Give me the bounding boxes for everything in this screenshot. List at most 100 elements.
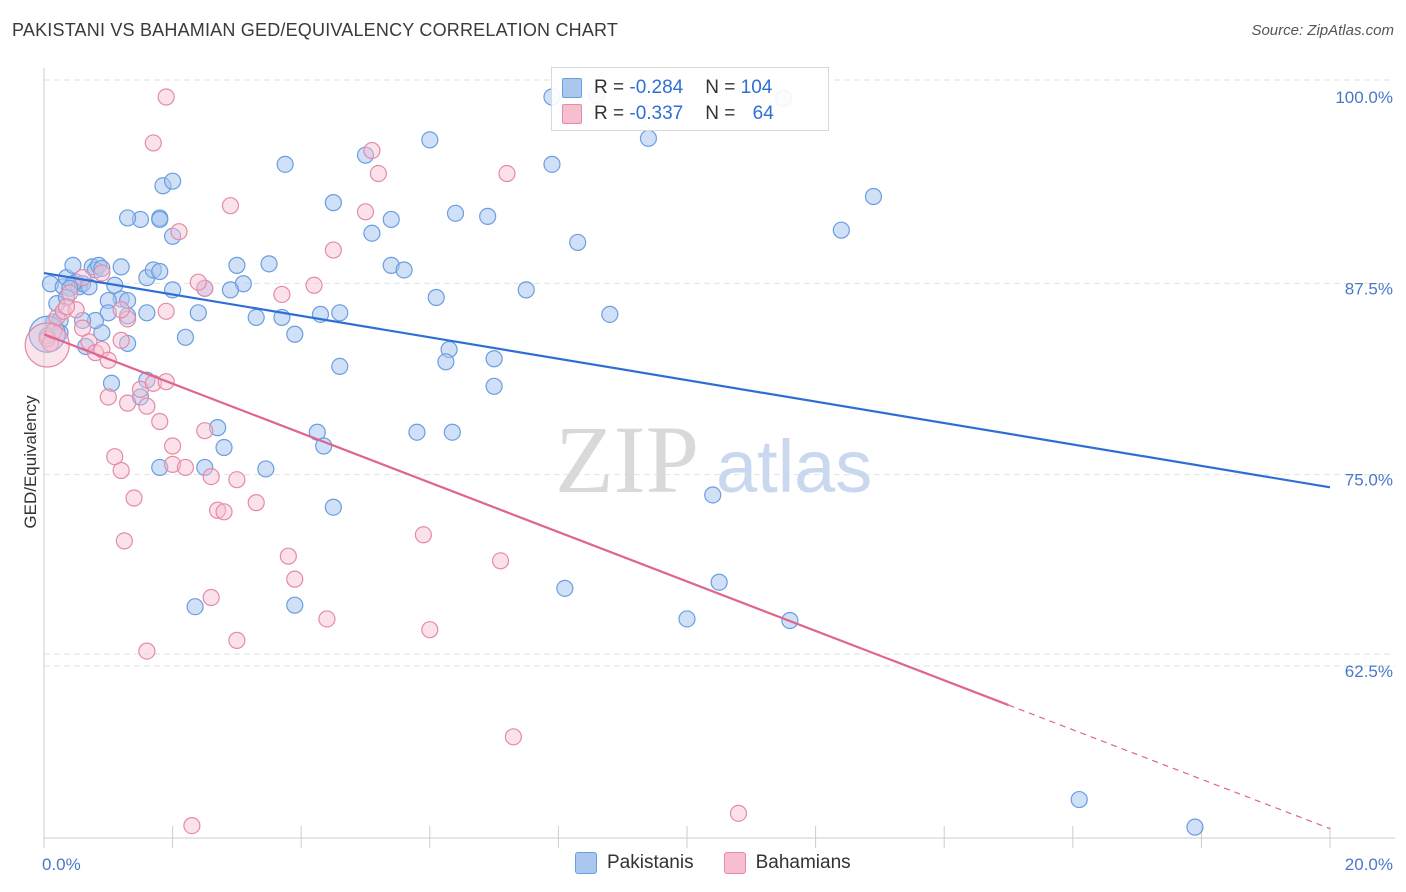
y-tick-label: 62.5% [1345,662,1393,681]
data-point-pakistanis [704,486,722,504]
data-point-pakistanis [382,210,400,229]
data-point-bahamians [138,642,156,660]
data-point-pakistanis [324,498,342,516]
legend-swatch-pink [562,104,582,124]
data-point-pakistanis [286,596,304,614]
data-point-pakistanis [228,256,246,274]
data-point-bahamians [144,134,162,152]
axes [43,68,1395,848]
data-point-bahamians [106,448,124,466]
data-point-bahamians [491,552,510,570]
series-pakistanis [28,86,1204,836]
source-credit: Source: ZipAtlas.com [1251,22,1394,39]
data-point-pakistanis [363,224,381,242]
y-tick-label: 75.0% [1345,471,1393,490]
x-tick-label: 20.0% [1345,855,1393,874]
watermark: ZIP atlas [555,406,872,513]
data-point-bahamians [189,273,207,291]
data-point-pakistanis [678,610,696,628]
data-point-pakistanis [421,131,439,149]
data-point-bahamians [112,301,130,319]
data-point-pakistanis [437,353,455,371]
data-point-pakistanis [102,374,121,392]
legend-swatch-blue [562,78,582,98]
data-point-bahamians [45,322,63,340]
y-axis-label: GED/Equivalency [21,395,40,529]
data-point-bahamians [73,319,92,337]
data-point-pakistanis [517,281,535,299]
data-point-bahamians [202,468,220,486]
data-point-pakistanis [601,305,619,323]
data-point-pakistanis [832,221,850,239]
data-point-pakistanis [485,350,503,368]
bottom-legend-label: Pakistanis [607,852,694,873]
data-point-bahamians [99,388,117,406]
data-point-bahamians [196,279,214,297]
data-point-bahamians [54,302,72,320]
data-point-bahamians [729,804,748,822]
data-point-pakistanis [427,288,445,307]
data-point-pakistanis [543,155,561,173]
data-point-bahamians [196,422,214,440]
trend-line-pakistanis [43,271,1331,489]
data-point-pakistanis [176,328,195,346]
data-point-bahamians [151,412,169,431]
data-point-pakistanis [186,598,204,616]
data-point-pakistanis [639,129,658,147]
data-point-pakistanis [324,194,342,212]
bottom-legend-item-pakistanis: Pakistanis [575,852,694,874]
data-point-bahamians [112,331,130,349]
data-point-pakistanis [57,288,76,307]
data-point-pakistanis [99,304,117,322]
data-point-bahamians [414,526,432,544]
data-point-bahamians [324,241,342,259]
data-point-bahamians [57,298,76,316]
data-point-bahamians [61,284,79,302]
bottom-legend: Pakistanis Bahamians [575,852,881,874]
data-point-pakistanis [446,204,465,222]
data-point-bahamians [80,333,98,351]
data-point-pakistanis [215,438,233,457]
data-point-bahamians [215,503,233,521]
data-point-bahamians [286,570,304,588]
legend-r-label: R = [594,103,630,124]
data-point-pakistanis [112,258,130,276]
trend-lines [43,271,1331,830]
data-point-bahamians [67,301,85,319]
data-point-pakistanis [408,423,426,441]
data-point-pakistanis [443,423,461,441]
data-point-bahamians [421,621,439,639]
y-tick-label: 100.0% [1335,88,1393,107]
data-point-pakistanis [1186,818,1204,836]
data-point-bahamians [369,164,387,183]
data-point-pakistanis [151,210,169,229]
chart-title: PAKISTANI VS BAHAMIAN GED/EQUIVALENCY CO… [12,20,619,40]
data-point-pakistanis [209,419,227,437]
data-point-pakistanis [479,207,497,225]
tick-labels: 100.0% 87.5% 75.0% 62.5% 0.0% 20.0% [42,88,1393,874]
data-point-bahamians [93,264,111,282]
data-point-pakistanis [221,281,240,299]
legend-n-label: N = [705,103,741,124]
legend-r-value: -0.337 [629,103,684,124]
trend-line-bahamians-extension [1008,704,1331,830]
y-tick-label: 87.5% [1345,279,1393,298]
data-point-bahamians [305,276,323,294]
data-point-pakistanis [189,304,207,322]
data-point-bahamians [202,588,220,607]
data-point-pakistanis [260,255,278,273]
data-point-pakistanis [118,209,137,227]
legend-row-bahamians: R = -0.337 N = 64 [562,102,774,126]
data-point-bahamians [112,461,130,480]
trend-line-bahamians [43,333,1009,707]
data-point-bahamians [183,816,201,835]
legend-n-label: N = [705,77,741,98]
data-point-pakistanis [485,377,503,395]
data-point-bahamians [318,610,336,628]
data-point-bahamians [209,501,227,519]
data-point-pakistanis [276,155,294,173]
data-point-bahamians [356,203,375,221]
legend-row-pakistanis: R = -0.284 N = 104 [562,76,772,100]
legend-r-label: R = [594,77,630,98]
data-point-pakistanis [138,304,156,322]
